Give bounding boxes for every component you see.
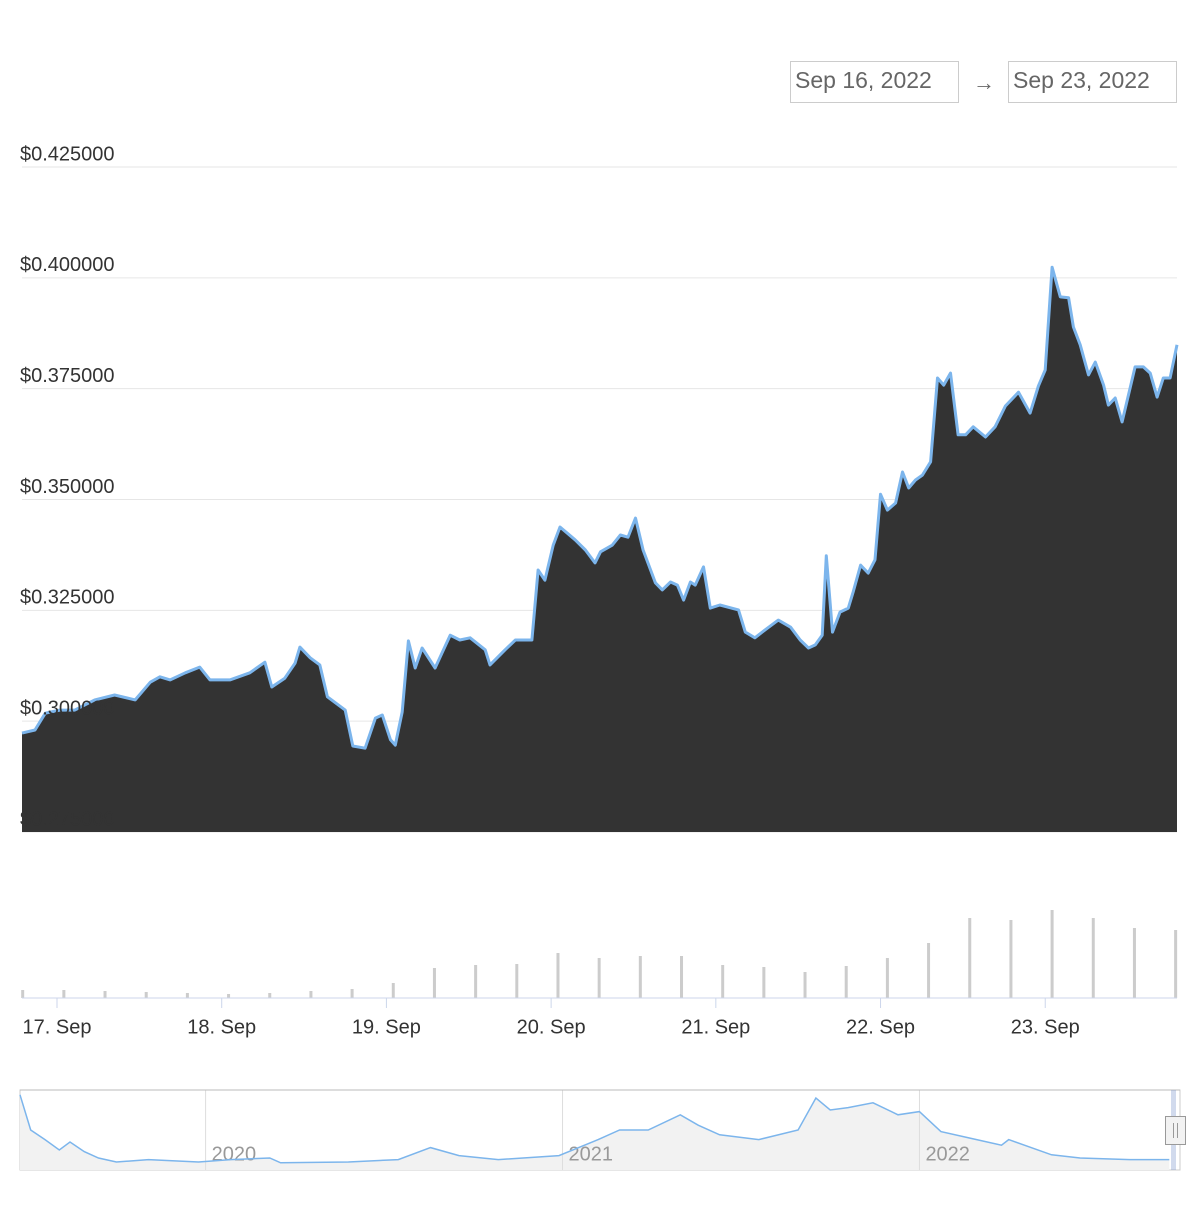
volume-bar [803, 972, 807, 998]
volume-bar [1132, 928, 1136, 998]
volume-bar [556, 953, 560, 998]
volume-bar [350, 989, 354, 998]
volume-bar [721, 965, 725, 998]
navigator-tick-label: 2022 [925, 1143, 970, 1165]
y-tick-label: $0.425000 [20, 143, 115, 165]
volume-bar [885, 958, 889, 998]
y-tick-label: $0.400000 [20, 254, 115, 276]
volume-bar [1091, 918, 1095, 998]
volume-bar [1009, 920, 1013, 998]
date-from-input[interactable] [790, 61, 959, 103]
navigator-tick-label: 2020 [212, 1143, 257, 1165]
y-tick-label: $0.350000 [20, 476, 115, 498]
date-to-input[interactable] [1008, 61, 1177, 103]
date-to[interactable]: Sep 23, 2022 [1013, 67, 1150, 93]
volume-bar [597, 958, 601, 998]
volume-bar [144, 992, 148, 998]
x-tick-label: 23. Sep [1011, 1016, 1080, 1038]
date-separator: → [973, 70, 995, 95]
x-tick-label: 17. Sep [23, 1016, 92, 1038]
y-tick-label: $0.275000 [20, 808, 115, 830]
volume-bar [968, 918, 972, 998]
date-from[interactable]: Sep 16, 2022 [795, 67, 932, 93]
y-tick-label: $0.375000 [20, 365, 115, 387]
volume-bar [1050, 910, 1054, 998]
x-tick-label: 21. Sep [681, 1016, 750, 1038]
volume-bar [680, 956, 684, 998]
volume-bar [21, 990, 25, 998]
volume-bar [927, 943, 931, 998]
navigator-area [20, 1094, 1170, 1170]
navigator-line [19, 1094, 1170, 1164]
navigator-handle[interactable] [1165, 1116, 1186, 1145]
x-tick-label: 18. Sep [187, 1016, 256, 1038]
x-tick-label: 19. Sep [352, 1016, 421, 1038]
volume-bar [268, 993, 272, 998]
volume-bar [103, 991, 107, 998]
x-tick-label: 22. Sep [846, 1016, 915, 1038]
navigator-tick-label: 2021 [569, 1143, 614, 1165]
volume-bar [474, 965, 478, 998]
x-tick-label: 20. Sep [517, 1016, 586, 1038]
volume-bar [844, 966, 848, 998]
y-tick-label: $0.300000 [20, 697, 115, 719]
volume-bar [185, 993, 189, 998]
volume-bar [432, 968, 436, 998]
volume-bar [1174, 930, 1178, 998]
y-tick-label: $0.325000 [20, 587, 115, 609]
volume-bar [62, 990, 66, 998]
volume-bar [309, 991, 313, 998]
volume-bar [515, 964, 519, 998]
volume-bar [762, 967, 766, 998]
volume-bar [638, 956, 642, 998]
price-area [22, 267, 1177, 832]
volume-bar [227, 994, 231, 998]
price-line [21, 265, 1179, 750]
volume-bar [391, 983, 395, 998]
